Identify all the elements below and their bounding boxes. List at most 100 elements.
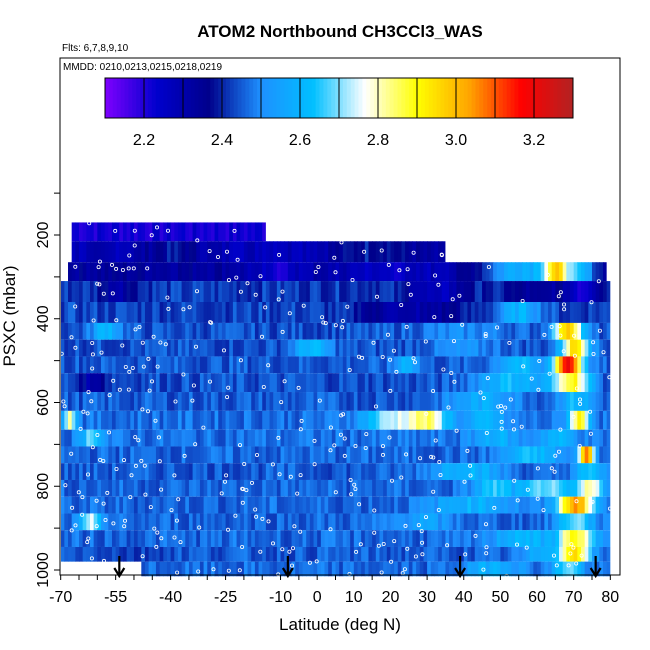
heatmap-cell — [331, 302, 337, 323]
heatmap-cell — [419, 513, 425, 531]
heatmap-cell — [434, 546, 439, 562]
sample-point — [122, 524, 127, 529]
heatmap-cell — [599, 392, 604, 411]
heatmap-cell — [148, 546, 153, 562]
heatmap-cell — [174, 479, 179, 497]
heatmap-cell — [155, 281, 161, 302]
heatmap-cell — [548, 546, 553, 562]
heatmap-cell — [548, 561, 553, 577]
heatmap-cell — [397, 410, 403, 430]
heatmap-cell — [302, 561, 307, 577]
heatmap-cell — [90, 513, 95, 531]
heatmap-cell — [229, 356, 234, 374]
heatmap-cell — [240, 513, 245, 531]
heatmap-cell — [188, 281, 194, 302]
heatmap-cell — [320, 513, 326, 531]
heatmap-cell — [262, 463, 267, 480]
heatmap-cell — [423, 513, 428, 531]
heatmap-cell — [375, 302, 381, 323]
x-tick-label: 80 — [601, 589, 619, 606]
heatmap-cell — [467, 302, 472, 323]
heatmap-cell — [196, 561, 201, 577]
heatmap-cell — [97, 530, 102, 547]
heatmap-cell — [573, 281, 578, 302]
heatmap-cell — [353, 339, 359, 357]
heatmap-cell — [86, 530, 91, 547]
heatmap-cell — [555, 561, 560, 577]
heatmap-cell — [357, 446, 362, 464]
sample-point — [207, 249, 212, 254]
heatmap-cell — [339, 446, 344, 464]
heatmap-cell — [225, 446, 230, 464]
heatmap-cell — [423, 530, 428, 547]
heatmap-cell — [500, 429, 505, 447]
heatmap-cell — [496, 446, 501, 464]
heatmap-cell — [463, 281, 469, 302]
heatmap-cell — [269, 373, 274, 393]
heatmap-cell — [562, 302, 567, 323]
heatmap-cell — [496, 513, 501, 531]
heatmap-cell — [295, 479, 300, 497]
heatmap-cell — [573, 496, 578, 514]
heatmap-cell — [602, 410, 608, 430]
heatmap-cell — [430, 322, 436, 340]
heatmap-cell — [291, 339, 296, 357]
heatmap-cell — [496, 356, 501, 374]
heatmap-cell — [155, 530, 161, 547]
heatmap-cell — [405, 561, 410, 577]
heatmap-cell — [581, 339, 586, 357]
heatmap-cell — [192, 561, 197, 577]
heatmap-cell — [291, 561, 296, 577]
heatmap-cell — [313, 546, 318, 562]
heatmap-cell — [90, 373, 95, 393]
heatmap-cell — [218, 302, 223, 323]
heatmap-cell — [529, 322, 534, 340]
heatmap-cell — [232, 356, 238, 374]
heatmap-cell — [515, 546, 520, 562]
heatmap-cell — [170, 392, 175, 411]
heatmap-cell — [482, 479, 487, 497]
heatmap-cell — [221, 496, 227, 514]
heatmap-cell — [548, 281, 553, 302]
heatmap-cell — [181, 410, 186, 430]
heatmap-cell — [324, 513, 329, 531]
heatmap-cell — [141, 241, 146, 263]
heatmap-cell — [306, 302, 311, 323]
sample-point — [130, 365, 135, 370]
heatmap-cell — [174, 262, 179, 282]
heatmap-cell — [566, 463, 571, 480]
heatmap-cell — [551, 530, 556, 547]
heatmap-cell — [236, 373, 241, 393]
heatmap-cell — [386, 356, 392, 374]
heatmap-cell — [346, 339, 351, 357]
heatmap-cell — [478, 429, 483, 447]
heatmap-cell — [368, 546, 373, 562]
colorbar-segment — [264, 78, 270, 118]
heatmap-cell — [79, 302, 84, 323]
colorbar-segment — [280, 78, 285, 118]
heatmap-cell — [456, 322, 461, 340]
heatmap-cell — [130, 356, 135, 374]
heatmap-cell — [485, 281, 490, 302]
heatmap-cell — [500, 479, 505, 497]
heatmap-cell — [152, 356, 157, 374]
heatmap-cell — [75, 356, 80, 374]
heatmap-cell — [243, 373, 249, 393]
heatmap-cell — [203, 262, 208, 282]
heatmap-cell — [199, 496, 205, 514]
heatmap-cell — [82, 546, 87, 562]
heatmap-cell — [467, 356, 472, 374]
heatmap-cell — [280, 530, 285, 547]
heatmap-cell — [397, 373, 403, 393]
heatmap-cell — [104, 356, 109, 374]
heatmap-cell — [243, 463, 249, 480]
heatmap-cell — [562, 546, 567, 562]
heatmap-cell — [166, 410, 172, 430]
heatmap-cell — [104, 496, 109, 514]
heatmap-cell — [504, 496, 509, 514]
heatmap-cell — [258, 241, 263, 263]
sample-point — [143, 492, 148, 497]
sample-point — [147, 388, 152, 393]
heatmap-cell — [196, 479, 201, 497]
heatmap-cell — [225, 496, 230, 514]
